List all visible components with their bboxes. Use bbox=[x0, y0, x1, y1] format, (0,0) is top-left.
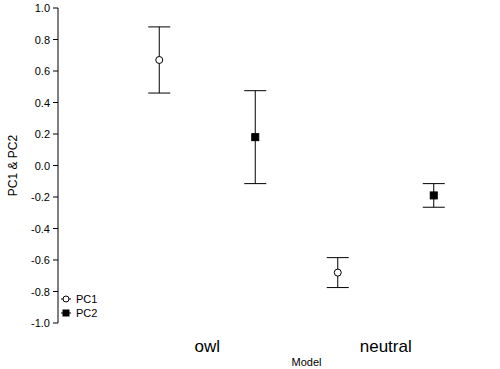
error-cap bbox=[244, 90, 266, 91]
legend-marker bbox=[63, 310, 69, 316]
point bbox=[334, 269, 341, 276]
error-bar bbox=[423, 184, 445, 208]
point bbox=[156, 56, 163, 63]
plot-area bbox=[148, 27, 445, 288]
y-tick-label: 0.4 bbox=[35, 97, 50, 109]
error-cap bbox=[327, 257, 349, 258]
y-tick bbox=[53, 228, 58, 229]
y-tick-label: -0.2 bbox=[31, 191, 50, 203]
x-tick-label: neutral bbox=[360, 337, 412, 356]
y-tick-label: -0.6 bbox=[31, 254, 50, 266]
error-cap bbox=[423, 183, 445, 184]
y-tick bbox=[53, 134, 58, 135]
legend-label: PC1 bbox=[76, 293, 97, 305]
y-tick-label: 0.6 bbox=[35, 65, 50, 77]
error-cap bbox=[244, 183, 266, 184]
legend-marker bbox=[63, 296, 69, 302]
y-tick bbox=[53, 71, 58, 72]
y-axis-label: PC1 & PC2 bbox=[6, 134, 20, 196]
y-tick-label: -0.4 bbox=[31, 223, 50, 235]
error-cap bbox=[423, 207, 445, 208]
y-tick bbox=[53, 291, 58, 292]
point bbox=[252, 134, 259, 141]
error-cap bbox=[148, 93, 170, 94]
error-cap bbox=[327, 287, 349, 288]
error-cap bbox=[148, 26, 170, 27]
x-tick-label: owl bbox=[194, 337, 220, 356]
chart: -1.0 -0.8 -0.6 -0.4 -0.2 0.0 0.2 0.4 0.6 0.8 1.0 PC… bbox=[0, 0, 500, 369]
y-tick-label: 0.8 bbox=[35, 34, 50, 46]
legend: PC1PC2 bbox=[61, 293, 97, 319]
y-tick-label: 1.0 bbox=[35, 2, 50, 14]
y-tick bbox=[53, 323, 58, 324]
y-tick-label: 0.0 bbox=[35, 160, 50, 172]
error-bar bbox=[327, 258, 349, 288]
y-tick-label: 0.2 bbox=[35, 128, 50, 140]
x-axis-label: Model bbox=[292, 356, 322, 368]
y-tick bbox=[53, 165, 58, 166]
error-bar bbox=[244, 91, 266, 184]
y-tick bbox=[53, 197, 58, 198]
point bbox=[430, 192, 437, 199]
y-tick bbox=[53, 260, 58, 261]
y-tick bbox=[53, 8, 58, 9]
y-tick-label: -1.0 bbox=[31, 317, 50, 329]
y-tick-label: -0.8 bbox=[31, 286, 50, 298]
y-tick bbox=[53, 39, 58, 40]
error-bar bbox=[148, 27, 170, 93]
y-tick bbox=[53, 102, 58, 103]
legend-label: PC2 bbox=[76, 307, 97, 319]
